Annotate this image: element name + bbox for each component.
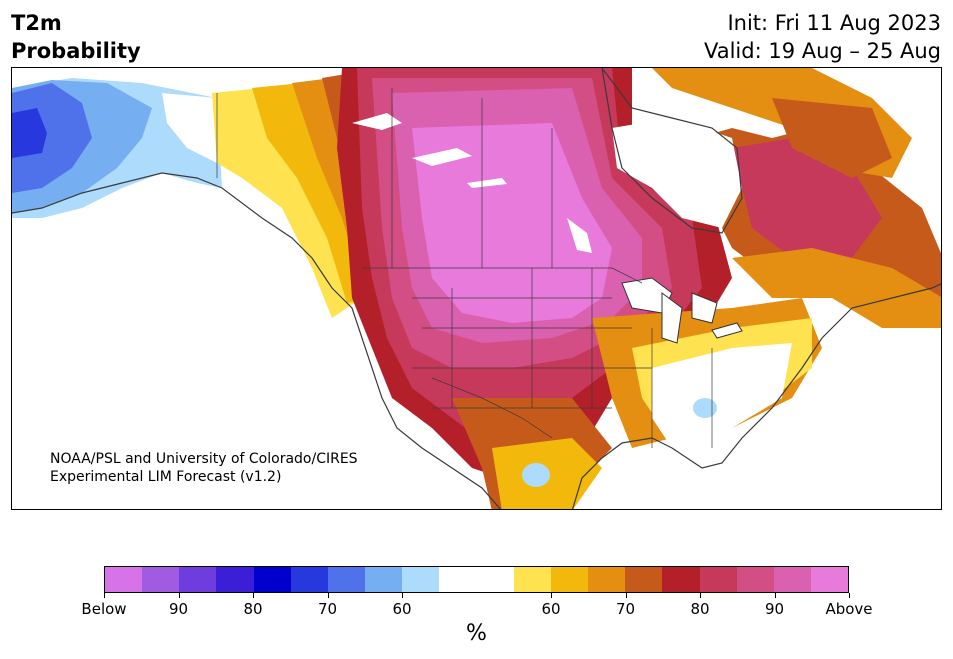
- credit-line-2: Experimental LIM Forecast (v1.2): [50, 469, 281, 485]
- colorbar: [104, 566, 849, 593]
- probability-map: NOAA/PSL and University of Colorado/CIRE…: [11, 67, 942, 510]
- colorbar-tick-mark: [849, 593, 850, 598]
- forecast-dates: Init: Fri 11 Aug 2023 Valid: 19 Aug – 25…: [704, 9, 941, 65]
- bc-warm-2: [252, 83, 372, 303]
- colorbar-segment: [179, 567, 217, 592]
- colorbar-segment: [625, 567, 663, 592]
- southeast-cool-spot: [693, 398, 717, 418]
- hot-core-5: [412, 123, 612, 323]
- colorbar-tick-mark: [402, 593, 403, 598]
- colorbar-segment: [216, 567, 254, 592]
- great-bear-lake: [352, 113, 402, 130]
- colorbar-segment: [105, 567, 143, 592]
- colorbar-segment: [588, 567, 626, 592]
- credit-line-1: NOAA/PSL and University of Colorado/CIRE…: [50, 451, 358, 467]
- colorbar-tick-label: 70: [317, 600, 338, 618]
- colorbar-tick-label: 90: [764, 600, 785, 618]
- colorbar-segment: [773, 567, 811, 592]
- lake-erie: [711, 322, 743, 339]
- coastlines: [12, 68, 941, 509]
- colorbar-segment: [290, 567, 328, 592]
- colorbar-tick-mark: [625, 593, 627, 598]
- colorbar-segment: [253, 567, 291, 592]
- colorbar-segment: [327, 567, 366, 592]
- colorbar-segment: [365, 567, 403, 592]
- colorbar-tick-label: Above: [825, 600, 873, 618]
- colorbar-tick-label: 80: [243, 600, 263, 618]
- colorbar-segment: [402, 567, 440, 592]
- colorbar-segment: [736, 567, 774, 592]
- alaska-region: [12, 78, 222, 218]
- valid-dates: Valid: 19 Aug – 25 Aug: [703, 39, 941, 63]
- colorbar-tick-mark: [551, 593, 552, 598]
- colorbar-tick-label: 70: [615, 600, 636, 618]
- colorbar-tick-label: 90: [168, 600, 189, 618]
- borders: [216, 88, 713, 448]
- init-date: Init: Fri 11 Aug 2023: [727, 11, 941, 35]
- colorbar-segment: [662, 567, 700, 592]
- lake-michigan: [661, 292, 683, 344]
- map-canvas: NOAA/PSL and University of Colorado/CIRE…: [12, 68, 941, 509]
- colorbar-unit-label: %: [466, 621, 487, 646]
- lake-athabasca: [467, 178, 507, 188]
- colorbar-tick-mark: [178, 593, 180, 598]
- colorbar-tick-label: 80: [690, 600, 710, 618]
- hudson-bay: [612, 118, 742, 228]
- southeast-normal: [652, 343, 792, 463]
- colorbar-tick-label: Below: [81, 600, 127, 618]
- map-title: T2m Probability: [11, 9, 141, 65]
- colorbar-tick-mark: [253, 593, 254, 598]
- bc-warm-1: [212, 88, 362, 318]
- baffin-island: [772, 98, 892, 178]
- colorbar-tick-mark: [774, 593, 776, 598]
- colorbar-tick-mark: [327, 593, 329, 598]
- colorbar-segment: [142, 567, 180, 592]
- colorbar-segment: [699, 567, 737, 592]
- colorbar-segment: [439, 567, 477, 592]
- mexico-cool-spot: [522, 463, 550, 487]
- colorbar-tick-mark: [700, 593, 701, 598]
- colorbar-tick-label: 60: [541, 600, 561, 618]
- great-slave-lake: [412, 148, 472, 166]
- colorbar-segment: [476, 567, 514, 592]
- lake-winnipeg: [567, 218, 592, 253]
- colorbar-segment: [550, 567, 589, 592]
- colorbar-segment: [810, 567, 849, 592]
- title-line-1: T2m: [11, 11, 62, 35]
- lake-huron: [691, 292, 718, 324]
- colorbar-tick-label: 60: [392, 600, 412, 618]
- colorbar-tick-mark: [104, 593, 105, 598]
- colorbar-segment: [513, 567, 551, 592]
- title-line-2: Probability: [11, 39, 141, 63]
- maritime-warm: [732, 248, 941, 328]
